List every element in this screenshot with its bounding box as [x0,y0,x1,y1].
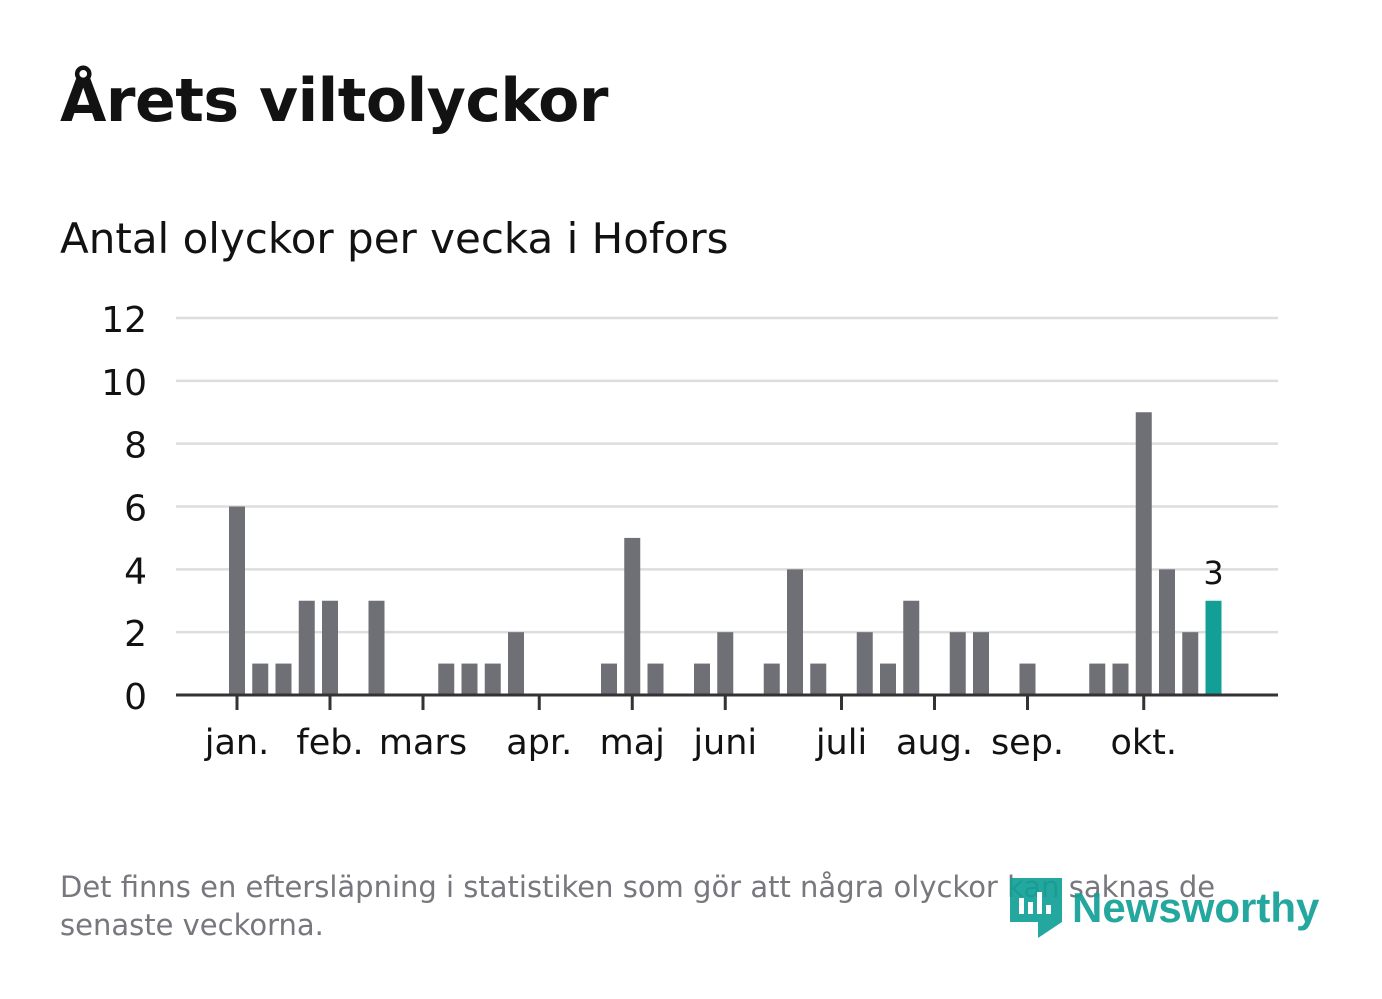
bar [763,663,780,695]
y-tick-label: 2 [124,614,147,655]
data-labels: 3 [1203,554,1223,592]
x-tick-label: okt. [1110,723,1177,763]
bar [856,632,873,695]
bar [1159,569,1175,695]
bar [880,663,896,695]
bar [438,663,455,695]
y-tick-label: 8 [124,426,147,467]
bar [787,569,803,695]
x-tick-label: feb. [296,723,363,763]
bar [601,663,617,695]
bar [484,663,501,695]
bar [1182,632,1199,695]
x-tick-label: apr. [506,723,572,763]
bar [624,537,641,695]
x-tick-label: maj [600,723,665,763]
bar [508,632,524,695]
newsworthy-logo-text: Newsworthy [1072,884,1320,931]
x-axis: jan. feb. mars apr. maj juni juli aug. sep. okt. [176,693,1278,763]
bar [973,632,989,695]
bar [298,600,315,695]
x-tick-label: aug. [896,723,973,763]
newsworthy-logo: Newsworthy [1010,878,1319,938]
bar [1019,663,1036,695]
bar [717,632,734,695]
gridlines [176,316,1278,634]
highlight-value-label: 3 [1203,554,1223,592]
x-tick-label: mars [379,723,467,763]
bar [694,663,710,695]
newsworthy-logo-icon [1010,878,1062,938]
bar [275,663,292,695]
bar [229,506,245,695]
bar [1112,663,1129,695]
bar [461,663,478,695]
y-tick-label: 4 [124,551,147,592]
bar [647,663,664,695]
y-axis-ticks: 0 2 4 6 8 10 12 [101,300,147,718]
bar-highlight [1205,600,1222,695]
bar [903,600,920,695]
y-tick-label: 6 [124,489,147,530]
y-tick-label: 0 [124,677,147,718]
x-tick-label: juni [692,723,757,763]
bar [1135,412,1152,695]
bar [252,663,269,695]
bar [810,663,827,695]
chart-subtitle: Antal olyckor per vecka i Hofors [60,214,729,263]
bar [949,632,966,695]
y-tick-label: 12 [101,300,147,341]
bar [1089,663,1106,695]
y-tick-label: 10 [101,363,147,404]
x-tick-label: juli [815,723,867,763]
bar [322,600,338,695]
bars [229,412,1222,695]
x-tick-label: sep. [991,723,1064,763]
chart-title: Årets viltolyckor [60,66,609,136]
bar [368,600,385,695]
x-tick-label: jan. [204,723,269,763]
